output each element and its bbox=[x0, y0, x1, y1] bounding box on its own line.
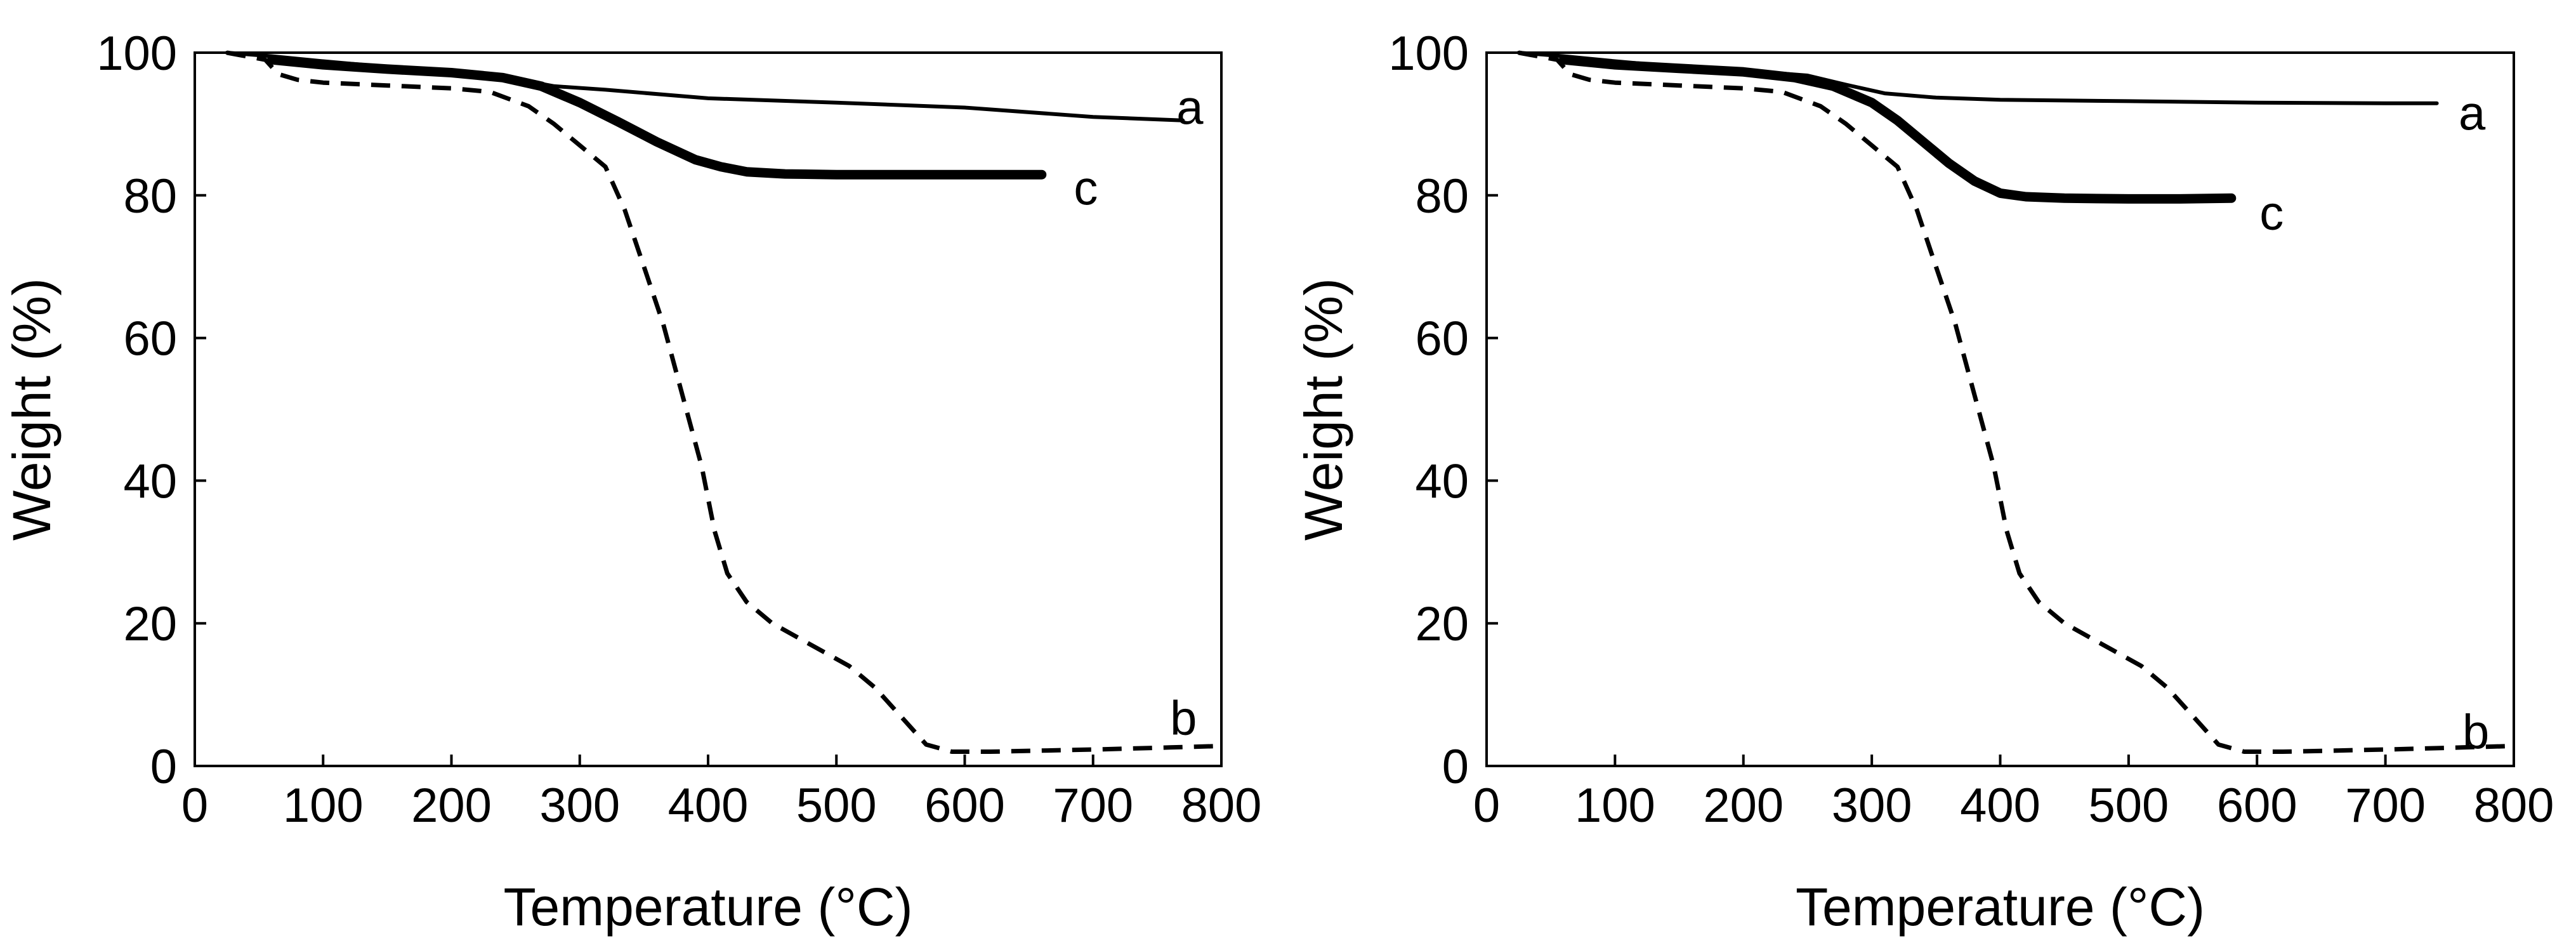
chart-panel-1: 0 100 200 300 400 500 600 700 800 0 20 40 60 80 100 Tem… bbox=[2, 27, 1261, 937]
y-tick-label: 80 bbox=[1415, 169, 1469, 223]
x-tick-label: 600 bbox=[2217, 779, 2297, 833]
y-axis-title: Weight (%) bbox=[1294, 278, 1353, 541]
x-tick-label: 800 bbox=[1181, 779, 1262, 833]
x-axis-title: Temperature (°C) bbox=[503, 877, 912, 937]
y-tick-label: 0 bbox=[150, 740, 177, 794]
x-tick-label: 300 bbox=[1832, 779, 1912, 833]
x-tick-label: 200 bbox=[411, 779, 492, 833]
y-tick-label: 40 bbox=[1415, 454, 1469, 508]
curve-label-a: a bbox=[1176, 81, 1204, 135]
curve-label-a: a bbox=[2459, 87, 2486, 141]
plot-frame bbox=[1485, 51, 2515, 767]
curve-label-c: c bbox=[1074, 162, 1098, 216]
x-tick-label: 100 bbox=[283, 779, 364, 833]
x-tick-label: 0 bbox=[1473, 779, 1500, 833]
curve-label-b: b bbox=[1170, 692, 1197, 746]
x-tick-label: 400 bbox=[1960, 779, 2040, 833]
y-tick-label: 0 bbox=[1442, 740, 1469, 794]
y-tick-label: 100 bbox=[1388, 27, 1469, 81]
x-axis-title: Temperature (°C) bbox=[1796, 877, 2205, 937]
series-line-c bbox=[266, 55, 1047, 180]
curve-label-c: c bbox=[2259, 187, 2284, 241]
y-tick-label: 100 bbox=[96, 27, 177, 81]
y-tick-label: 60 bbox=[1415, 312, 1469, 366]
x-tick-label: 0 bbox=[181, 779, 208, 833]
x-tick-label: 100 bbox=[1575, 779, 1655, 833]
x-tick-label: 500 bbox=[2088, 779, 2169, 833]
series-line-a bbox=[225, 51, 1185, 122]
series-line-a bbox=[1516, 51, 2439, 105]
series-line-b bbox=[226, 50, 1222, 754]
y-tick-label: 60 bbox=[123, 312, 177, 366]
x-tick-label: 700 bbox=[2345, 779, 2426, 833]
y-axis-title: Weight (%) bbox=[2, 278, 62, 541]
y-tick-label: 20 bbox=[123, 597, 177, 651]
series-line-b bbox=[1518, 50, 2514, 754]
x-tick-label: 500 bbox=[796, 779, 877, 833]
x-tick-label: 800 bbox=[2474, 779, 2554, 833]
x-tick-label: 700 bbox=[1053, 779, 1133, 833]
chart-panel-2: 0 100 200 300 400 500 600 700 800 0 20 40 60 80 100 Tem… bbox=[1294, 27, 2554, 937]
y-tick-label: 80 bbox=[123, 169, 177, 223]
y-tick-label: 20 bbox=[1415, 597, 1469, 651]
x-tick-label: 400 bbox=[668, 779, 749, 833]
x-tick-label: 600 bbox=[924, 779, 1005, 833]
y-tick-label: 40 bbox=[123, 454, 177, 508]
x-tick-label: 200 bbox=[1703, 779, 1784, 833]
series-line-c bbox=[1558, 55, 2237, 204]
curve-label-b: b bbox=[2462, 705, 2489, 759]
x-tick-label: 300 bbox=[539, 779, 620, 833]
